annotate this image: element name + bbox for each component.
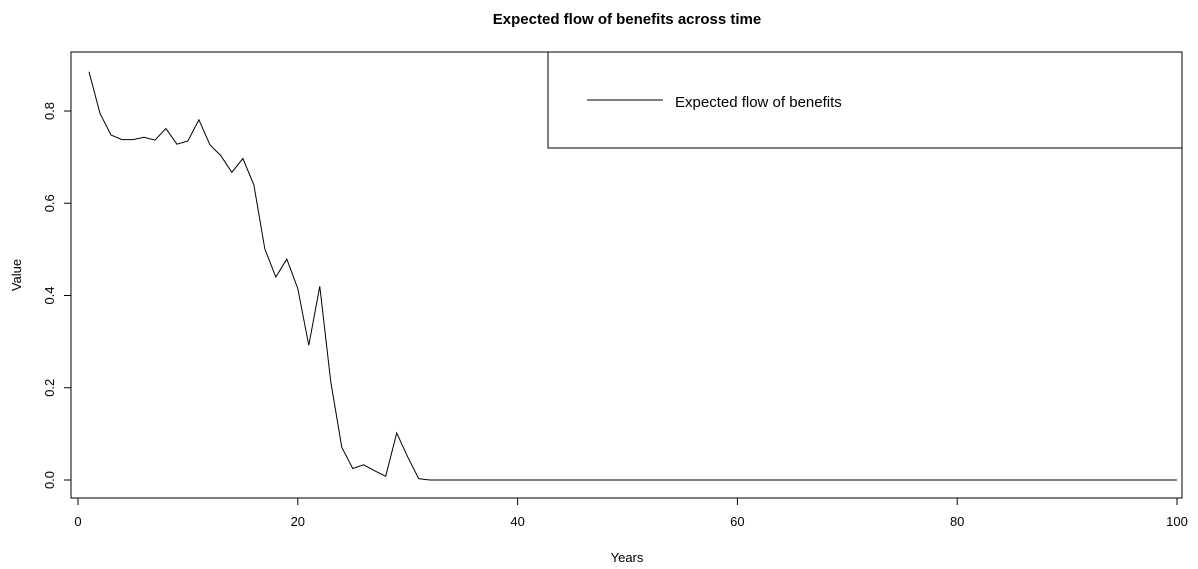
x-tick-label: 20 xyxy=(291,514,305,529)
y-tick-label: 0.6 xyxy=(42,194,57,212)
y-tick-label: 0.8 xyxy=(42,102,57,120)
x-tick-label: 100 xyxy=(1166,514,1188,529)
series-line xyxy=(88,71,1177,481)
y-tick-label: 0.2 xyxy=(42,379,57,397)
x-tick-label: 0 xyxy=(74,514,81,529)
legend: Expected flow of benefits xyxy=(547,51,1183,149)
chart-title: Expected flow of benefits across time xyxy=(493,11,761,28)
y-axis: 0.0 0.2 0.4 0.6 0.8 xyxy=(42,102,71,489)
legend-label: Expected flow of benefits xyxy=(675,94,842,111)
series-layer xyxy=(88,71,1177,481)
y-tick-label: 0.4 xyxy=(42,286,57,304)
x-axis-label: Years xyxy=(611,550,644,565)
x-tick-label: 60 xyxy=(730,514,744,529)
x-tick-label: 40 xyxy=(510,514,524,529)
x-axis: 0 20 40 60 80 100 xyxy=(74,498,1188,529)
y-tick-label: 0.0 xyxy=(42,471,57,489)
x-tick-label: 80 xyxy=(950,514,964,529)
y-axis-label: Value xyxy=(9,259,24,291)
